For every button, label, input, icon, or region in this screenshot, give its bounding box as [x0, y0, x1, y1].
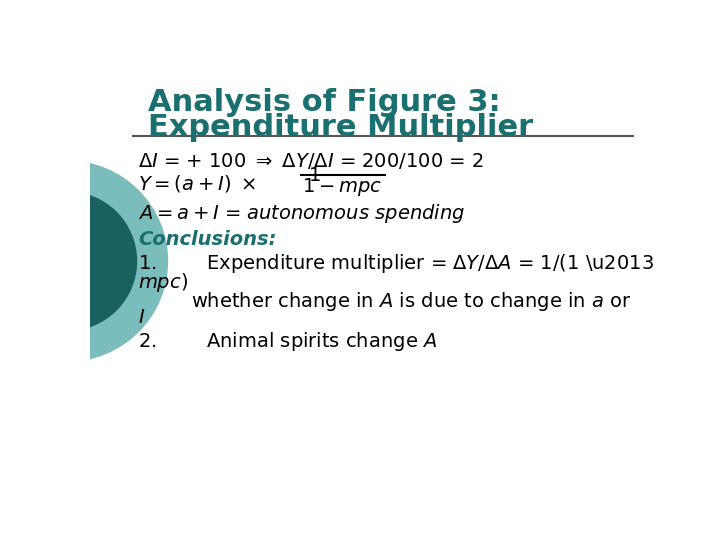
Text: $\mathit{mpc}$): $\mathit{mpc}$): [138, 271, 188, 294]
Text: $1 - \mathit{mpc}$: $1 - \mathit{mpc}$: [302, 177, 382, 198]
Text: 2.        Animal spirits change $A$: 2. Animal spirits change $A$: [138, 330, 437, 353]
Text: 1.        Expenditure multiplier = $\Delta Y$/$\Delta A$ = 1/(1 \u2013: 1. Expenditure multiplier = $\Delta Y$/$…: [138, 252, 654, 275]
Text: $\mathit{I}$: $\mathit{I}$: [138, 308, 145, 327]
Text: $\Delta I$ = + 100 $\Rightarrow$ $\Delta Y$/$\Delta I$ = 200/100 = 2: $\Delta I$ = + 100 $\Rightarrow$ $\Delta…: [138, 151, 484, 171]
Text: Expenditure Multiplier: Expenditure Multiplier: [148, 112, 534, 141]
Text: $Y = (a + I)\ \times$: $Y = (a + I)\ \times$: [138, 173, 256, 194]
Text: $A = a + I$ = autonomous spending: $A = a + I$ = autonomous spending: [138, 202, 465, 225]
Text: 1: 1: [309, 166, 321, 185]
Circle shape: [0, 161, 168, 361]
Text: Conclusions:: Conclusions:: [138, 231, 276, 249]
Text: Analysis of Figure 3:: Analysis of Figure 3:: [148, 88, 500, 117]
Circle shape: [0, 192, 137, 330]
Text: whether change in $A$ is due to change in $a$ or: whether change in $A$ is due to change i…: [191, 289, 631, 313]
